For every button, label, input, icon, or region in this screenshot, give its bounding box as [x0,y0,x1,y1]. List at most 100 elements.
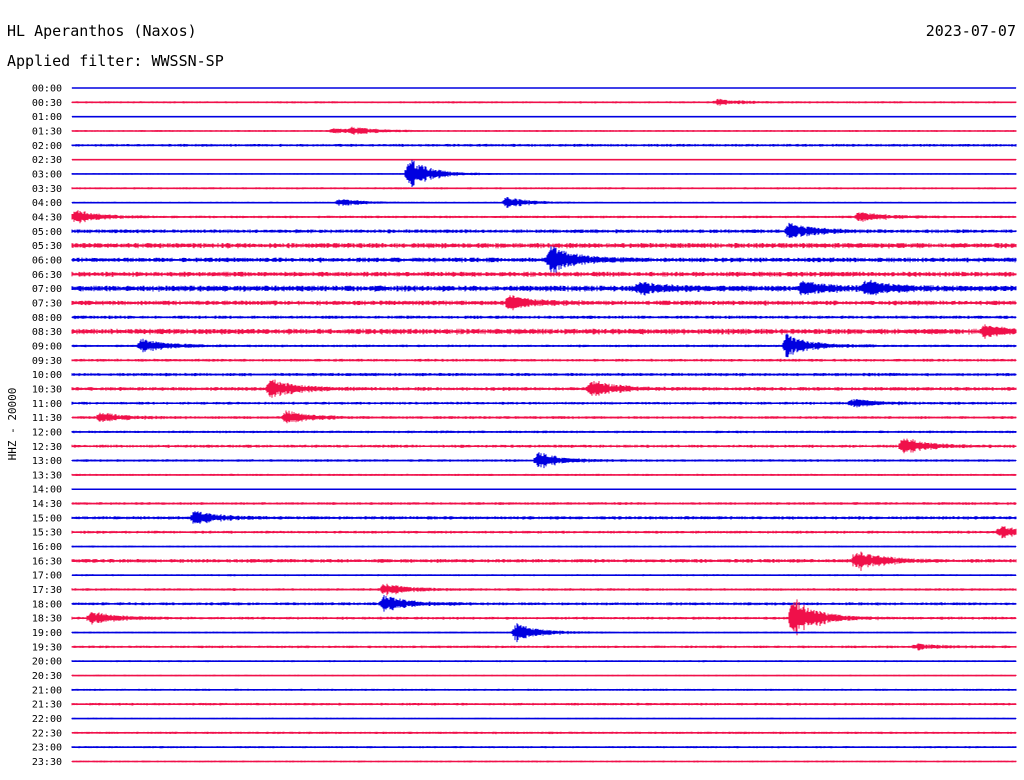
row-label: 13:00 [32,456,62,467]
row-label: 04:00 [32,198,62,209]
seismic-trace [71,159,1017,187]
seismic-trace [71,243,1017,249]
row-label: 16:30 [32,556,62,567]
seismic-trace [71,222,1017,238]
seismic-trace [71,488,1017,490]
row-label: 22:00 [32,714,62,725]
seismic-trace [71,372,1017,377]
filter-label: Applied filter: WWSSN-SP [7,52,224,70]
row-label: 17:00 [32,571,62,582]
row-label: 03:30 [32,184,62,195]
row-label: 13:30 [32,470,62,481]
row-label: 14:30 [32,499,62,510]
seismic-trace [71,551,1017,571]
station-title: HL Aperanthos (Naxos) [7,22,197,40]
row-label: 09:30 [32,356,62,367]
seismic-trace [71,246,1017,275]
seismic-trace [71,731,1017,735]
seismic-trace [71,623,1017,643]
row-label: 06:00 [32,255,62,266]
row-label: 11:00 [32,399,62,410]
seismic-trace [71,760,1017,763]
seismic-trace [71,98,1017,106]
row-label: 08:00 [32,313,62,324]
row-label: 10:00 [32,370,62,381]
seismic-trace [71,526,1017,539]
row-label: 05:30 [32,241,62,252]
row-label: 21:00 [32,685,62,696]
seismic-trace [71,430,1017,434]
seismic-trace [71,473,1017,476]
row-label: 08:30 [32,327,62,338]
seismic-trace [71,324,1017,339]
seismic-trace [71,746,1017,749]
row-label: 18:30 [32,614,62,625]
seismic-trace [71,295,1017,311]
row-label: 15:00 [32,513,62,524]
row-label: 16:00 [32,542,62,553]
row-label: 07:00 [32,284,62,295]
row-label: 20:00 [32,657,62,668]
row-label: 19:30 [32,642,62,653]
seismic-trace [71,116,1017,118]
trace-rows: 00:00 00:30 01:00 01:30 02:00 02:30 03:00 03:30… [32,84,1017,768]
seismic-trace [71,702,1017,706]
row-label: 19:00 [32,628,62,639]
seismic-trace [71,660,1017,663]
date-label: 2023-07-07 [926,22,1016,40]
row-label: 01:00 [32,112,62,123]
seismic-trace [71,599,1017,636]
row-label: 00:00 [32,84,62,95]
seismic-trace [71,379,1017,398]
row-label: 02:30 [32,155,62,166]
seismic-trace [71,358,1017,362]
row-label: 05:00 [32,227,62,238]
row-label: 02:00 [32,141,62,152]
seismic-trace [71,210,1017,224]
row-label: 23:00 [32,743,62,754]
row-label: 09:00 [32,341,62,352]
seismic-trace [71,410,1017,424]
seismic-trace [71,717,1017,720]
seismic-trace [71,197,1017,208]
row-label: 03:00 [32,169,62,180]
seismic-trace [71,643,1017,651]
seismic-trace [71,595,1017,612]
seismic-trace [71,583,1017,596]
row-label: 12:30 [32,442,62,453]
row-label: 00:30 [32,98,62,109]
seismic-trace [71,126,1017,135]
seismic-trace [71,511,1017,524]
channel-label: HHZ - 20000 [6,388,19,461]
row-label: 07:30 [32,298,62,309]
seismic-trace [71,502,1017,506]
seismic-trace [71,271,1017,277]
seismic-trace [71,674,1017,677]
row-label: 15:30 [32,528,62,539]
row-label: 04:30 [32,212,62,223]
seismic-trace [71,315,1017,320]
row-label: 17:30 [32,585,62,596]
row-label: 01:30 [32,126,62,137]
row-label: 12:00 [32,427,62,438]
seismic-trace [71,159,1017,161]
seismic-trace [71,688,1017,691]
seismic-trace [71,333,1017,358]
seismic-trace [71,452,1017,469]
seismic-trace [71,438,1017,454]
row-label: 20:30 [32,671,62,682]
seismic-trace [71,187,1017,190]
seismic-trace [71,87,1017,89]
row-label: 14:00 [32,485,62,496]
row-label: 10:30 [32,384,62,395]
row-label: 18:00 [32,599,62,610]
row-label: 23:30 [32,757,62,768]
seismic-trace [71,399,1017,408]
seismic-trace [71,545,1017,548]
row-label: 06:30 [32,270,62,281]
row-label: 11:30 [32,413,62,424]
row-label: 21:30 [32,700,62,711]
seismic-trace [71,143,1017,147]
row-label: 22:30 [32,728,62,739]
